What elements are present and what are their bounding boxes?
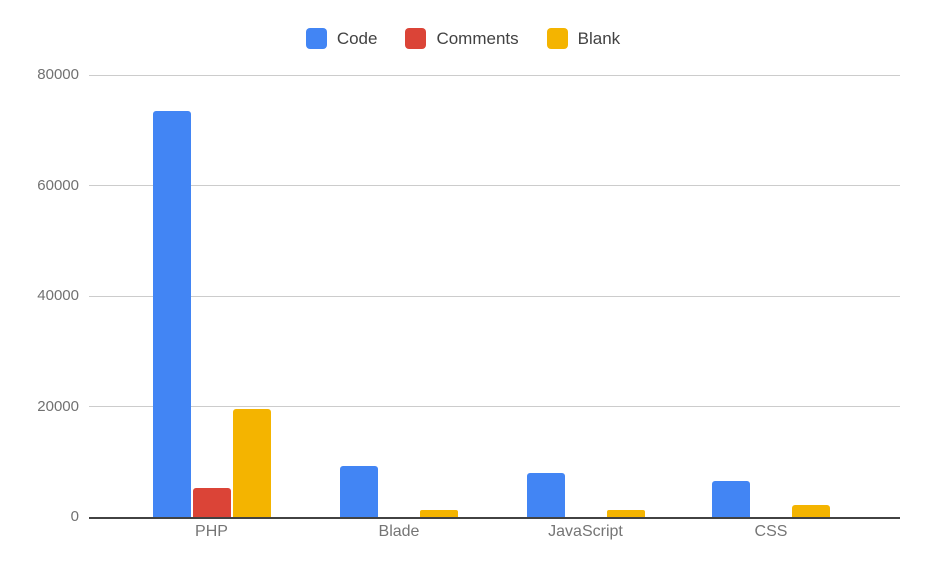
bar-group-javascript [526,473,646,517]
legend-swatch-code [305,28,327,49]
x-category-label-php: PHP [195,523,228,540]
y-tick-label-80000: 80000 [37,66,79,83]
bar-php-code[interactable] [152,111,191,517]
legend-label-comments: Comments [436,29,519,48]
bar-group-css [711,481,831,517]
legend-item-code: Code [305,28,378,49]
legend-item-comments: Comments [405,28,519,49]
y-tick-label-20000: 20000 [37,397,79,415]
gridline-80000 [89,74,900,76]
bar-javascript-code[interactable] [526,473,565,517]
y-tick-label-60000: 60000 [37,176,79,194]
y-tick-label-0: 0 [70,508,79,525]
legend-item-blank: Blank [546,28,621,49]
y-tick-label-40000: 40000 [37,287,79,304]
x-category-label-css: CSS [754,523,788,540]
bar-css-blank[interactable] [792,505,830,517]
legend-label-code: Code [336,29,378,48]
gridline-60000 [89,185,900,186]
gridline-40000 [89,295,900,297]
bar-group-blade [339,466,459,517]
bar-javascript-blank[interactable] [606,510,645,517]
x-category-label-javascript: JavaScript [548,523,623,540]
bar-php-comments[interactable] [192,488,231,517]
plot-area [89,74,900,519]
bar-blade-code[interactable] [340,466,378,517]
legend-swatch-comments [405,28,427,49]
bar-css-code[interactable] [712,481,750,517]
chart-legend: Code Comments Blank [0,28,926,49]
bar-group-php [152,111,272,517]
gridline-20000 [89,406,900,407]
x-category-label-blade: Blade [378,523,420,540]
bar-blade-blank[interactable] [420,510,458,517]
legend-label-blank: Blank [577,29,621,48]
bar-php-blank[interactable] [232,409,271,517]
legend-swatch-blank [546,28,568,49]
